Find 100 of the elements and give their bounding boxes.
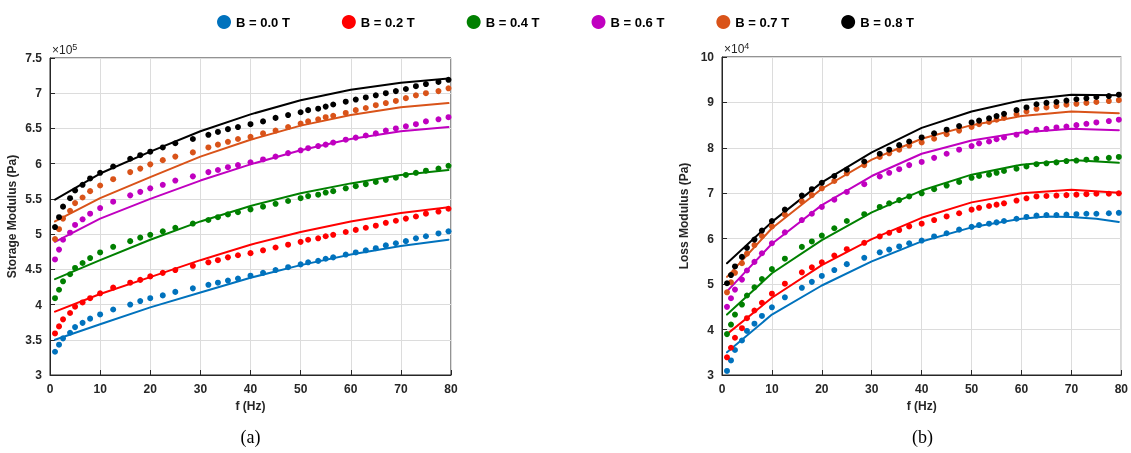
point	[1105, 118, 1112, 125]
x-tick-label: 50	[964, 382, 979, 396]
point	[738, 276, 745, 283]
point	[87, 188, 94, 195]
point	[818, 272, 825, 279]
point	[330, 231, 337, 238]
text: (a)	[240, 427, 261, 448]
point	[110, 176, 117, 183]
point	[147, 185, 154, 192]
point	[297, 120, 304, 127]
point	[435, 230, 442, 237]
x-tick-label: 40	[914, 382, 929, 396]
point	[1063, 192, 1070, 199]
point	[743, 267, 750, 274]
point	[159, 181, 166, 188]
point	[72, 221, 79, 228]
line-series	[725, 159, 1120, 316]
point	[751, 258, 758, 265]
point	[731, 347, 738, 354]
point	[896, 243, 903, 250]
point	[861, 181, 868, 188]
point	[234, 252, 241, 259]
point	[205, 217, 212, 224]
y-axis-title: Storage Modulus (Pa)	[5, 154, 19, 279]
point	[315, 105, 322, 112]
point	[976, 222, 983, 229]
y-tick-label: 3	[707, 368, 715, 382]
point	[330, 139, 337, 146]
point	[808, 264, 815, 271]
point	[768, 290, 775, 297]
point	[372, 102, 379, 109]
point	[392, 88, 399, 95]
point	[224, 164, 231, 171]
y-tick-label: 5.5	[25, 191, 43, 206]
point	[943, 182, 950, 189]
point	[743, 327, 750, 334]
point	[968, 143, 975, 150]
point	[67, 195, 74, 202]
point	[247, 206, 254, 213]
point	[1053, 98, 1060, 105]
x-tick-label: 70	[394, 382, 408, 396]
y-tick-label: 4.5	[25, 262, 43, 277]
point	[1073, 211, 1080, 218]
point	[172, 153, 179, 160]
point	[342, 185, 349, 192]
point	[412, 121, 419, 128]
point	[127, 238, 134, 245]
point	[147, 273, 154, 280]
point	[724, 367, 730, 374]
point	[758, 227, 765, 234]
point	[435, 88, 442, 95]
point	[305, 145, 312, 152]
point	[342, 109, 349, 116]
point	[1073, 157, 1080, 164]
point	[1043, 99, 1050, 106]
point	[727, 357, 734, 364]
point	[422, 233, 429, 240]
point	[831, 173, 838, 180]
point	[234, 275, 241, 282]
point	[330, 101, 337, 108]
point	[205, 131, 212, 138]
y-tick-label: 5	[35, 227, 43, 242]
point	[60, 278, 67, 285]
point	[137, 188, 144, 195]
point	[412, 213, 419, 220]
point	[297, 261, 304, 268]
point	[172, 224, 179, 231]
point	[798, 284, 805, 291]
point	[189, 136, 196, 143]
point	[362, 132, 369, 139]
point	[285, 264, 292, 271]
point	[72, 264, 79, 271]
point	[1093, 155, 1100, 162]
point	[445, 85, 452, 92]
point	[382, 242, 389, 249]
point	[781, 229, 788, 236]
point	[976, 140, 983, 147]
point	[224, 126, 231, 133]
point	[1023, 195, 1030, 202]
point	[127, 169, 134, 176]
point	[392, 217, 399, 224]
point	[743, 315, 750, 322]
point	[56, 286, 63, 293]
point	[137, 276, 144, 283]
point	[808, 186, 815, 193]
point	[738, 301, 745, 308]
point	[79, 319, 86, 326]
point	[758, 312, 765, 319]
point	[79, 194, 86, 201]
point	[272, 200, 279, 207]
y-tick-label: 3	[35, 368, 43, 382]
point	[724, 280, 730, 287]
point	[247, 159, 254, 166]
point	[330, 188, 337, 195]
point	[272, 267, 279, 274]
point	[352, 183, 359, 190]
point	[931, 130, 938, 137]
point	[172, 140, 179, 147]
point	[445, 228, 452, 235]
legend-label: B = 0.0 T	[236, 14, 290, 30]
